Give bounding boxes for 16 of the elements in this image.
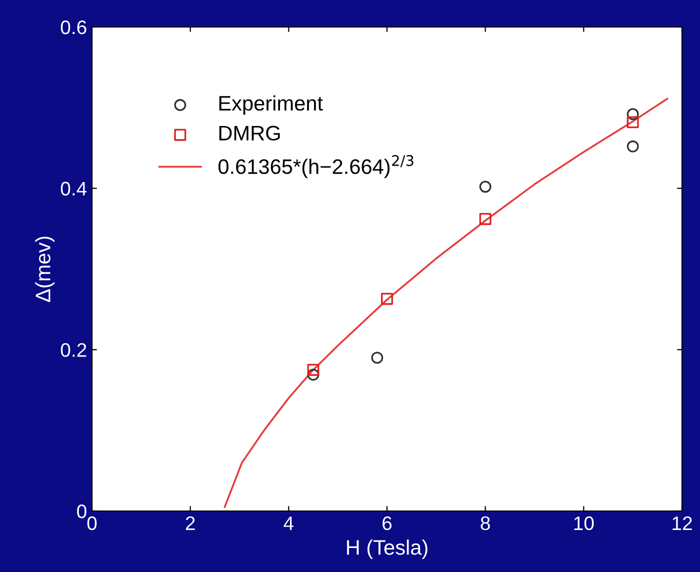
- legend-label: Experiment: [219, 95, 323, 115]
- x-axis-title: H (Tesla): [347, 540, 428, 559]
- x-tick-label: 12: [672, 516, 692, 530]
- y-tick-label: 0.4: [60, 182, 87, 196]
- y-tick-label: 0.6: [60, 20, 86, 34]
- legend-label: DMRG: [219, 126, 280, 141]
- x-tick-label: 8: [480, 516, 490, 530]
- x-tick-label: 6: [382, 516, 392, 530]
- x-tick-label: 2: [186, 516, 195, 530]
- y-axis-title: Δ(mev): [35, 236, 55, 302]
- y-tick-label: 0.2: [60, 343, 86, 357]
- x-tick-label: 10: [574, 516, 594, 530]
- x-tick-label: 0: [87, 516, 97, 530]
- legend-label: 0.61365*(h−2.664)$^{2/3}$: [218, 155, 414, 178]
- y-tick-label: 0: [77, 504, 86, 518]
- x-tick-label: 4: [284, 516, 294, 530]
